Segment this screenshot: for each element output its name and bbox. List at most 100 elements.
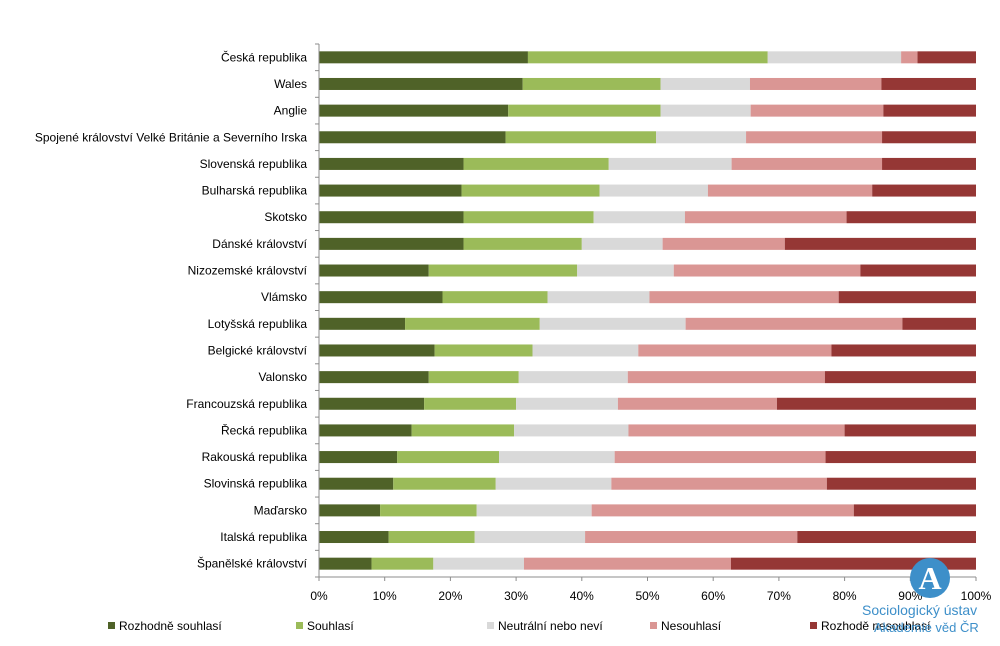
legend-swatch [487,622,494,629]
bar-segment-s3-c4 [731,157,883,170]
bar-segment-s4-c1 [881,77,976,90]
bar-segment-s3-c9 [649,291,839,304]
category-label: Valonsko [259,370,308,384]
x-tick-label: 50% [635,589,659,603]
category-label: Bulharská republika [202,184,308,198]
legend-swatch [650,622,657,629]
category-label: Dánské království [212,237,307,251]
bar-segment-s1-c7 [463,237,582,250]
bar-segment-s1-c19 [371,557,434,570]
bar-segment-s2-c9 [547,291,650,304]
bar-segment-s0-c16 [319,477,394,490]
bar-segment-s0-c3 [319,131,506,144]
bar-segment-s4-c7 [784,237,976,250]
bar-segment-s2-c10 [539,317,686,330]
bar-segment-s0-c19 [319,557,372,570]
bar-segment-s0-c9 [319,291,443,304]
legend-label: Rozhodně souhlasí [119,619,222,633]
legend: Rozhodně souhlasí Souhlasí Neutrální nebo … [108,619,931,633]
x-tick-labels: 0% 10% 20% 30% 40% 50% 60% 70% 80% 90% 100% [310,589,991,603]
category-label: Česká republika [221,49,307,64]
bars-layer [319,51,976,570]
legend-label: Nesouhlasí [661,619,722,633]
bar-segment-s0-c1 [319,77,523,90]
category-label: Belgické království [208,343,308,357]
bar-segment-s3-c13 [617,397,777,410]
bar-segment-s4-c17 [853,504,976,517]
bar-segment-s4-c14 [844,424,976,437]
category-label: Wales [274,77,307,91]
bar-segment-s4-c5 [872,184,976,197]
bar-segment-s4-c6 [846,211,976,224]
bar-segment-s2-c0 [767,51,902,64]
bar-segment-s2-c8 [577,264,674,277]
bar-segment-s2-c12 [518,371,628,384]
legend-label: Neutrální nebo neví [498,619,603,633]
bar-segment-s2-c16 [495,477,612,490]
bar-segment-s0-c11 [319,344,435,357]
bar-segment-s2-c15 [499,451,615,464]
bar-segment-s1-c2 [508,104,661,117]
bar-segment-s3-c5 [707,184,873,197]
x-tick-label: 30% [504,589,528,603]
bar-segment-s0-c0 [319,51,528,64]
x-tick-label: 40% [570,589,594,603]
logo-institution-subtitle: Akademie věd ČR [874,620,979,635]
bar-segment-s0-c10 [319,317,406,330]
bar-segment-s1-c10 [405,317,540,330]
bar-segment-s4-c18 [797,531,976,544]
axes-layer [315,43,977,581]
bar-segment-s2-c18 [474,531,586,544]
x-tick-label: 70% [767,589,791,603]
bar-segment-s2-c7 [581,237,663,250]
bar-segment-s2-c14 [514,424,629,437]
bar-segment-s4-c13 [776,397,976,410]
bar-segment-s2-c1 [660,77,750,90]
bar-segment-s3-c10 [685,317,903,330]
category-label: Maďarsko [254,503,308,517]
bar-segment-s4-c0 [917,51,976,64]
bar-segment-s1-c14 [411,424,515,437]
bar-segment-s4-c10 [902,317,976,330]
bar-segment-s0-c14 [319,424,412,437]
category-label: Španělské království [197,556,308,571]
bar-segment-s3-c17 [591,504,854,517]
legend-label: Rozhodě nesouhlasí [821,619,931,633]
legend-swatch [108,622,115,629]
bar-segment-s4-c4 [882,157,976,170]
bar-segment-s3-c14 [628,424,845,437]
bar-segment-s0-c13 [319,397,425,410]
category-label: Lotyšská republika [208,317,308,331]
category-label: Anglie [274,104,308,118]
legend-label: Souhlasí [307,619,354,633]
category-label: Spojené království Velké Británie a Seve… [35,130,307,144]
bar-segment-s0-c7 [319,237,464,250]
bar-segment-s2-c13 [516,397,618,410]
bar-segment-s1-c5 [461,184,600,197]
bar-segment-s0-c2 [319,104,509,117]
x-tick-label: 20% [438,589,462,603]
bar-segment-s2-c3 [656,131,747,144]
bar-segment-s1-c1 [522,77,661,90]
bar-segment-s3-c2 [750,104,884,117]
category-label: Řecká republika [221,422,307,437]
bar-segment-s1-c0 [527,51,768,64]
bar-segment-s2-c2 [660,104,751,117]
bar-segment-s2-c17 [476,504,592,517]
x-tick-label: 0% [310,589,328,603]
bar-segment-s1-c9 [442,291,548,304]
bar-segment-s3-c15 [614,451,826,464]
bar-segment-s1-c18 [388,531,475,544]
bar-segment-s0-c8 [319,264,429,277]
bar-segment-s4-c8 [860,264,976,277]
legend-swatch [296,622,303,629]
bar-segment-s3-c16 [611,477,827,490]
category-label: Slovenská republika [200,157,308,171]
bar-segment-s3-c7 [662,237,785,250]
bar-segment-s4-c15 [825,451,976,464]
bar-segment-s0-c15 [319,451,398,464]
bar-segment-s3-c12 [627,371,825,384]
bar-segment-s0-c12 [319,371,429,384]
bar-segment-s1-c12 [428,371,519,384]
bar-segment-s1-c13 [424,397,517,410]
